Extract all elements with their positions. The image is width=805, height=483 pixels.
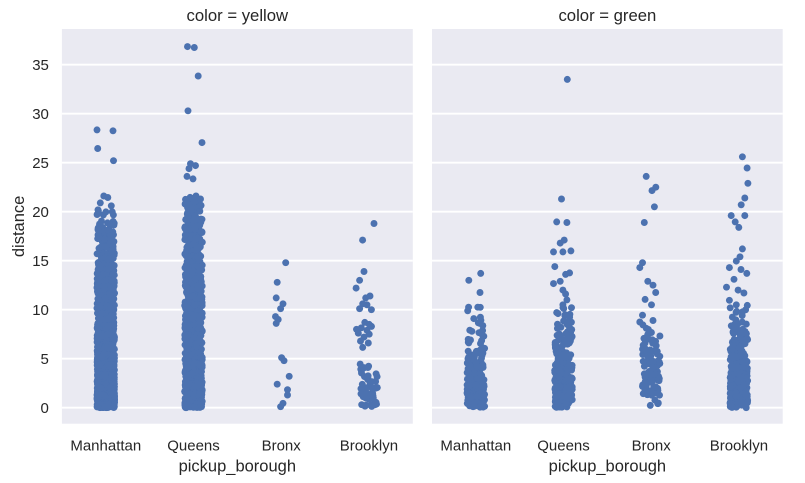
svg-text:pickup_borough: pickup_borough (549, 458, 666, 476)
svg-text:25: 25 (32, 155, 49, 172)
svg-text:0: 0 (41, 400, 49, 417)
svg-text:color = green: color = green (558, 6, 656, 25)
svg-text:Bronx: Bronx (262, 438, 302, 455)
svg-text:Brooklyn: Brooklyn (340, 438, 398, 455)
svg-text:20: 20 (32, 204, 49, 221)
svg-text:pickup_borough: pickup_borough (179, 458, 296, 476)
svg-text:Brooklyn: Brooklyn (710, 438, 768, 455)
svg-text:Queens: Queens (537, 438, 590, 455)
svg-text:10: 10 (32, 302, 49, 319)
svg-text:5: 5 (41, 351, 49, 368)
svg-text:15: 15 (32, 253, 49, 270)
svg-text:Manhattan: Manhattan (440, 438, 511, 455)
svg-text:Queens: Queens (167, 438, 220, 455)
svg-text:30: 30 (32, 106, 49, 123)
svg-text:color = yellow: color = yellow (187, 6, 290, 25)
svg-text:Manhattan: Manhattan (70, 438, 141, 455)
svg-text:35: 35 (32, 57, 49, 74)
svg-text:Bronx: Bronx (632, 438, 672, 455)
svg-text:distance: distance (10, 196, 28, 257)
